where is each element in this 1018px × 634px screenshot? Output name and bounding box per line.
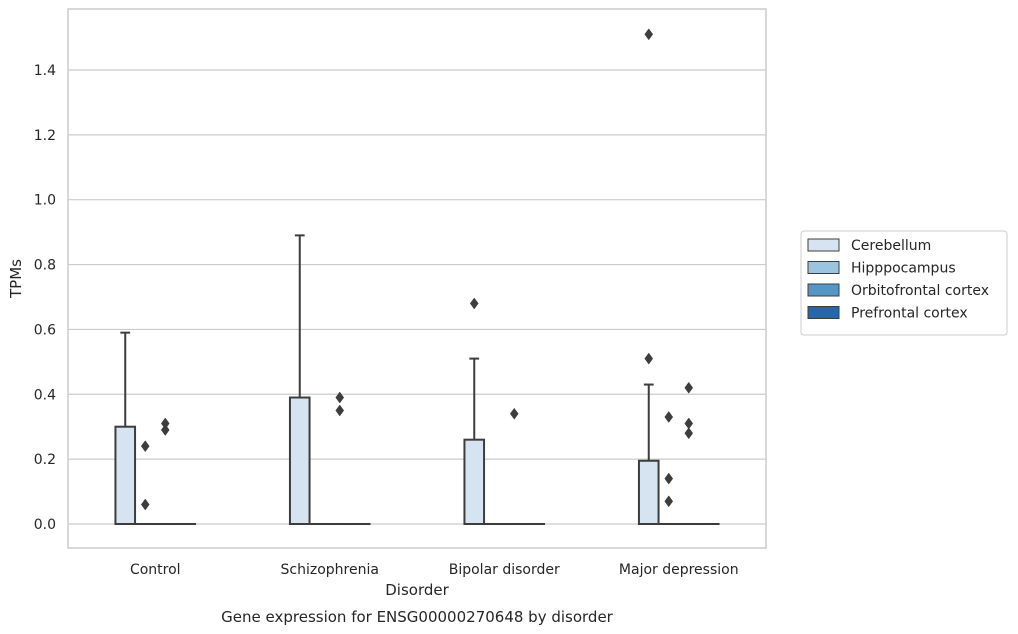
legend-label: Hipppocampus xyxy=(851,261,956,277)
outlier-point xyxy=(335,404,345,417)
box-cerebellum xyxy=(463,297,486,526)
outlier-point xyxy=(684,427,694,440)
outlier-point xyxy=(160,424,170,436)
x-tick-label: Bipolar disorder xyxy=(449,562,560,578)
box-cerebellum xyxy=(637,28,660,526)
outlier-point xyxy=(469,297,479,310)
box-hipppocampus xyxy=(657,411,680,526)
legend-label: Prefrontal cortex xyxy=(851,306,968,322)
outlier-point xyxy=(664,411,674,423)
y-tick-label: 1.0 xyxy=(34,193,56,209)
y-axis-label: TPMs xyxy=(7,259,25,299)
legend: Cerebellum Hipppocampus Orbitofrontal cort… xyxy=(800,230,1008,336)
box-body xyxy=(463,438,486,526)
legend-swatch xyxy=(807,283,840,297)
x-axis-ticks: Control Schizophrenia Bipolar disorder Majo… xyxy=(130,562,739,578)
y-tick-label: 1.4 xyxy=(34,63,56,79)
y-tick-label: 0.2 xyxy=(34,452,56,468)
y-tick-label: 0.8 xyxy=(34,258,56,274)
box-plot-marks xyxy=(114,28,720,526)
legend-swatch xyxy=(807,306,840,319)
x-axis-label: Disorder xyxy=(385,581,449,599)
outlier-point xyxy=(664,495,674,508)
outlier-point xyxy=(684,417,694,430)
chart-caption: Gene expression for ENSG00000270648 by d… xyxy=(221,608,614,626)
box-cerebellum xyxy=(288,234,311,526)
y-tick-label: 1.2 xyxy=(34,128,56,144)
box-body xyxy=(637,459,660,526)
outlier-point xyxy=(684,381,694,394)
legend-label: Orbitofrontal cortex xyxy=(851,283,989,299)
y-tick-label: 0.6 xyxy=(34,322,56,338)
outlier-point xyxy=(140,440,150,453)
y-tick-label: 0.0 xyxy=(34,517,56,533)
legend-swatch xyxy=(807,238,840,252)
x-tick-label: Major depression xyxy=(619,562,739,578)
grid-lines xyxy=(68,69,766,525)
y-axis-ticks: 0.0 0.2 0.4 0.6 0.8 1.0 1.2 1.4 xyxy=(34,63,56,533)
outlier-point xyxy=(664,472,674,485)
legend-label: Cerebellum xyxy=(851,238,931,254)
outlier-point xyxy=(644,28,654,41)
outlier-point xyxy=(509,407,519,420)
outlier-point xyxy=(140,498,150,511)
x-tick-label: Control xyxy=(130,562,181,578)
outlier-point xyxy=(335,391,345,404)
box-body xyxy=(288,396,311,526)
outlier-point xyxy=(644,352,654,365)
plot-frame xyxy=(67,8,767,549)
legend-swatch xyxy=(807,261,840,274)
legend-frame xyxy=(800,230,1008,336)
box-cerebellum xyxy=(114,331,137,525)
box-orbitofrontal-cortex xyxy=(328,391,351,526)
x-tick-label: Schizophrenia xyxy=(281,562,379,578)
box-orbitofrontal-cortex xyxy=(677,381,700,526)
y-tick-label: 0.4 xyxy=(34,387,56,403)
outlier-point xyxy=(160,417,170,430)
box-orbitofrontal-cortex xyxy=(503,407,526,526)
box-body xyxy=(114,425,137,525)
box-hipppocampus xyxy=(134,440,157,526)
box-orbitofrontal-cortex xyxy=(154,417,177,526)
